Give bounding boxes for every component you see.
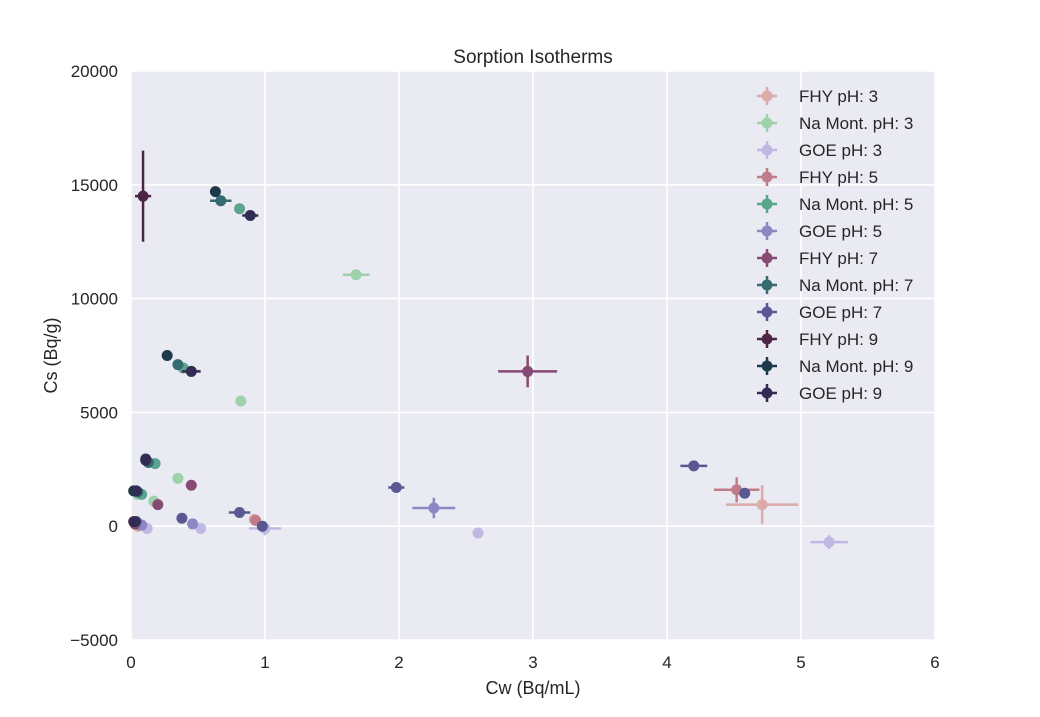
- legend-label: Na Mont. pH: 3: [799, 114, 913, 133]
- data-point: [185, 365, 197, 377]
- x-tick-label: 0: [126, 653, 135, 672]
- legend-item: GOE pH: 3: [757, 141, 882, 160]
- data-point: [522, 365, 534, 377]
- data-point: [137, 190, 149, 202]
- data-point: [209, 186, 221, 198]
- data-point: [130, 485, 142, 497]
- data-points: [128, 150, 848, 549]
- data-point: [234, 507, 246, 519]
- legend-label: Na Mont. pH: 9: [799, 357, 913, 376]
- legend-label: GOE pH: 3: [799, 141, 882, 160]
- legend-marker: [761, 252, 773, 264]
- legend-item: FHY pH: 5: [757, 168, 878, 187]
- tick-labels: 0 1 2 3 4 5 6 −5000 0 5000 10000 15000 20000: [70, 62, 939, 672]
- legend-marker: [761, 306, 773, 318]
- legend-marker: [761, 90, 773, 102]
- data-point: [172, 359, 184, 371]
- data-point: [176, 512, 188, 524]
- legend-marker: [761, 117, 773, 129]
- legend-item: Na Mont. pH: 9: [757, 357, 913, 376]
- series: [129, 210, 259, 528]
- data-point: [390, 482, 402, 494]
- legend-item: FHY pH: 3: [757, 87, 878, 106]
- x-axis-label: Cw (Bq/mL): [485, 678, 580, 698]
- data-point: [185, 479, 197, 491]
- legend-marker: [761, 360, 773, 372]
- y-tick-label: −5000: [70, 631, 118, 650]
- y-tick-label: 5000: [80, 403, 118, 422]
- x-tick-label: 1: [260, 653, 269, 672]
- legend-label: Na Mont. pH: 7: [799, 276, 913, 295]
- legend-marker: [761, 171, 773, 183]
- chart-title: Sorption Isotherms: [453, 47, 612, 68]
- legend-marker: [761, 144, 773, 156]
- legend-marker: [761, 333, 773, 345]
- legend-item: Na Mont. pH: 3: [757, 114, 913, 133]
- data-point: [756, 499, 768, 511]
- y-tick-label: 20000: [71, 62, 118, 81]
- legend-item: FHY pH: 9: [757, 330, 878, 349]
- legend-marker: [761, 279, 773, 291]
- data-point: [739, 487, 751, 499]
- legend-item: Na Mont. pH: 5: [757, 195, 913, 214]
- legend-label: FHY pH: 3: [799, 87, 878, 106]
- x-tick-label: 3: [528, 653, 537, 672]
- legend-label: FHY pH: 5: [799, 168, 878, 187]
- data-point: [187, 518, 199, 530]
- data-point: [195, 522, 207, 534]
- legend-marker: [761, 387, 773, 399]
- x-tick-label: 2: [394, 653, 403, 672]
- data-point: [244, 210, 256, 222]
- y-tick-label: 15000: [71, 176, 118, 195]
- data-point: [235, 395, 247, 407]
- legend: FHY pH: 3 Na Mont. pH: 3 GOE pH: 3 FHY pH: …: [757, 87, 913, 403]
- data-point: [172, 472, 184, 484]
- x-tick-label: 6: [930, 653, 939, 672]
- data-point: [823, 536, 835, 548]
- data-point: [256, 520, 268, 532]
- data-point: [129, 516, 141, 528]
- data-point: [161, 350, 173, 361]
- data-point: [152, 499, 164, 511]
- x-tick-label: 4: [662, 653, 671, 672]
- legend-label: FHY pH: 9: [799, 330, 878, 349]
- data-point: [234, 203, 246, 215]
- legend-label: Na Mont. pH: 5: [799, 195, 913, 214]
- data-point: [428, 502, 440, 514]
- data-point: [472, 527, 484, 539]
- legend-item: GOE pH: 9: [757, 384, 882, 403]
- legend-marker: [761, 198, 773, 210]
- data-point: [350, 269, 362, 281]
- legend-item: FHY pH: 7: [757, 249, 878, 268]
- legend-item: Na Mont. pH: 7: [757, 276, 913, 295]
- y-axis-label: Cs (Bq/g): [41, 317, 61, 393]
- legend-label: FHY pH: 7: [799, 249, 878, 268]
- data-point: [688, 460, 700, 472]
- series: [136, 497, 456, 531]
- y-tick-label: 10000: [71, 290, 118, 309]
- legend-marker: [761, 225, 773, 237]
- y-tick-label: 0: [109, 517, 118, 536]
- legend-label: GOE pH: 5: [799, 222, 882, 241]
- legend-label: GOE pH: 9: [799, 384, 882, 403]
- legend-label: GOE pH: 7: [799, 303, 882, 322]
- data-point: [140, 454, 152, 466]
- data-point: [215, 195, 227, 207]
- legend-item: GOE pH: 7: [757, 303, 882, 322]
- legend-item: GOE pH: 5: [757, 222, 882, 241]
- x-tick-label: 5: [796, 653, 805, 672]
